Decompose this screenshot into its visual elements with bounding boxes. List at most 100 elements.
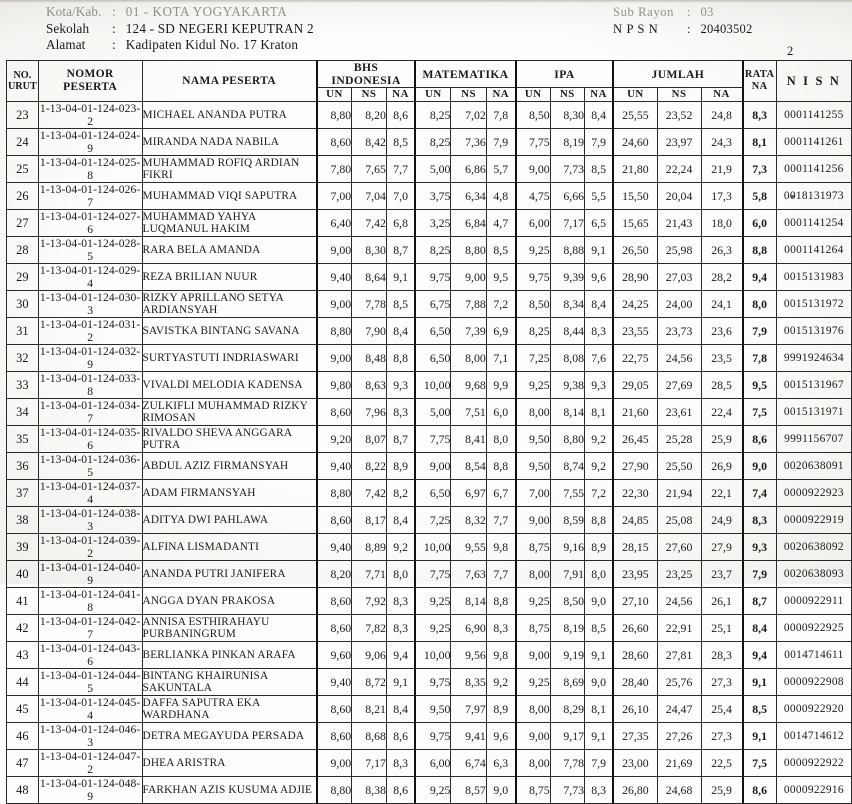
- cell-jumlah-un: 23,95: [612, 560, 658, 588]
- cell-bhs-indonesia-un: 8,60: [315, 128, 353, 156]
- cell-jumlah-ns: 25,50: [656, 452, 702, 480]
- cell-ipa-un: 9,25: [514, 236, 551, 264]
- th-no-urut: NO. URUT: [6, 60, 39, 102]
- header-right-block: Sub Rayon:03 N P S N:20403502: [613, 4, 752, 37]
- cell-ipa-un: 9,25: [514, 668, 551, 696]
- cell-ipa-ns: 8,30: [549, 101, 586, 129]
- cell-rata-na: 8,4: [741, 614, 777, 642]
- cell-ipa-na: 8,4: [584, 101, 614, 129]
- cell-bhs-indonesia-un: 8,60: [315, 506, 353, 534]
- cell-rata-na: 9,4: [741, 641, 777, 669]
- cell-nama-peserta: ADAM FIRMANSYAH: [141, 479, 318, 507]
- cell-bhs-indonesia-ns: 8,17: [351, 506, 387, 534]
- cell-no-urut: 31: [6, 317, 39, 345]
- cell-bhs-indonesia-na: 9,2: [385, 533, 416, 561]
- cell-matematika-ns: 8,54: [450, 452, 487, 480]
- cell-nisn: 0001141264: [775, 236, 852, 264]
- table-row: 30 1-13-04-01-124-030-3 RIZKY APRILLANO SE…: [6, 290, 852, 318]
- cell-matematika-ns: 9,56: [450, 641, 487, 669]
- cell-nisn: 0000922916: [775, 776, 852, 804]
- cell-bhs-indonesia-ns: 8,72: [351, 668, 387, 696]
- cell-matematika-ns: 7,36: [450, 128, 487, 156]
- cell-ipa-na: 8,4: [584, 290, 614, 318]
- cell-matematika-un: 7,25: [414, 506, 452, 534]
- cell-matematika-ns: 8,32: [450, 506, 487, 534]
- cell-jumlah-ns: 23,25: [656, 560, 702, 588]
- cell-bhs-indonesia-un: 9,00: [315, 749, 353, 777]
- header-alamat-value: Kadipaten Kidul No. 17 Kraton: [125, 37, 299, 53]
- cell-matematika-na: 7,9: [485, 128, 517, 156]
- table-row: 37 1-13-04-01-124-037-4 ADAM FIRMANSYAH 8,8…: [6, 479, 852, 507]
- cell-jumlah-na: 27,3: [700, 722, 744, 750]
- cell-jumlah-un: 25,55: [612, 101, 658, 129]
- cell-ipa-na: 8,1: [584, 695, 614, 723]
- header-kota-label: Kota/Kab.: [46, 4, 102, 19]
- cell-no-urut: 34: [6, 398, 39, 426]
- cell-ipa-na: 9,0: [584, 587, 614, 615]
- cell-nomor-peserta: 1-13-04-01-124-035-6: [37, 425, 143, 453]
- cell-rata-na: 9,1: [741, 668, 777, 696]
- cell-bhs-indonesia-na: 8,2: [385, 479, 416, 507]
- cell-ipa-ns: 7,91: [549, 560, 586, 588]
- cell-no-urut: 23: [6, 101, 39, 129]
- cell-bhs-indonesia-un: 8,60: [315, 587, 353, 615]
- cell-nomor-peserta: 1-13-04-01-124-042-7: [37, 614, 143, 642]
- cell-nomor-peserta: 1-13-04-01-124-036-5: [37, 452, 143, 480]
- cell-matematika-na: 7,2: [485, 290, 517, 318]
- cell-jumlah-ns: 27,81: [656, 641, 702, 669]
- cell-matematika-ns: 7,88: [450, 290, 487, 318]
- cell-matematika-na: 9,8: [485, 641, 517, 669]
- cell-bhs-indonesia-ns: 8,21: [351, 695, 387, 723]
- cell-ipa-un: 9,25: [514, 371, 551, 399]
- cell-bhs-indonesia-na: 7,7: [385, 155, 416, 183]
- cell-matematika-na: 8,8: [485, 587, 517, 615]
- cell-bhs-indonesia-ns: 8,68: [351, 722, 387, 750]
- cell-jumlah-un: 15,65: [612, 209, 658, 237]
- header-sekolah-label: Sekolah: [46, 20, 90, 36]
- cell-matematika-na: 7,7: [485, 506, 517, 534]
- cell-nomor-peserta: 1-13-04-01-124-046-3: [37, 722, 143, 750]
- th-no-urut-line1: NO.: [13, 69, 32, 81]
- cell-rata-na: 8,3: [741, 101, 777, 129]
- header-kota-row: Kota/Kab.:01 - KOTA YOGYAKARTA: [46, 4, 314, 21]
- cell-matematika-ns: 9,68: [450, 371, 487, 399]
- cell-nama-peserta: ABDUL AZIZ FIRMANSYAH: [141, 452, 318, 480]
- cell-bhs-indonesia-un: 9,40: [315, 263, 353, 291]
- cell-ipa-un: 8,75: [514, 614, 551, 642]
- cell-rata-na: 7,3: [741, 155, 777, 183]
- cell-nama-peserta: VIVALDI MELODIA KADENSA: [141, 371, 318, 399]
- cell-matematika-ns: 7,63: [450, 560, 487, 588]
- cell-matematika-un: 10,00: [414, 533, 452, 561]
- cell-jumlah-ns: 24,56: [656, 344, 702, 372]
- cell-nomor-peserta: 1-13-04-01-124-037-4: [37, 479, 143, 507]
- cell-bhs-indonesia-na: 8,3: [385, 614, 416, 642]
- cell-ipa-ns: 7,55: [549, 479, 586, 507]
- cell-bhs-indonesia-na: 9,4: [385, 641, 416, 669]
- cell-rata-na: 8,1: [741, 128, 777, 156]
- cell-bhs-indonesia-ns: 7,78: [351, 290, 387, 318]
- cell-bhs-indonesia-un: 9,60: [315, 641, 353, 669]
- th-bi-un: UN: [315, 87, 353, 102]
- cell-ipa-un: 8,25: [514, 317, 551, 345]
- cell-nomor-peserta: 1-13-04-01-124-045-4: [37, 695, 143, 723]
- header-subrayon-value: 03: [700, 5, 714, 19]
- th-mtk-na: NA: [485, 87, 517, 102]
- table-row: 39 1-13-04-01-124-039-2 ALFINA LISMADANTI 9…: [6, 533, 852, 561]
- cell-jumlah-ns: 24,00: [656, 290, 702, 318]
- header-sekolah-value: 124 - SD NEGERI KEPUTRAN 2: [125, 20, 314, 36]
- cell-matematika-un: 5,00: [414, 155, 452, 183]
- cell-jumlah-na: 28,5: [700, 371, 744, 399]
- cell-matematika-na: 8,3: [485, 614, 517, 642]
- cell-nisn: 0000922923: [775, 479, 852, 507]
- cell-nama-peserta: ANGGA DYAN PRAKOSA: [141, 587, 318, 615]
- cell-ipa-ns: 9,39: [549, 263, 586, 291]
- cell-ipa-na: 9,0: [584, 668, 614, 696]
- table-row: 45 1-13-04-01-124-045-4 DAFFA SAPUTRA EKA …: [6, 695, 852, 723]
- cell-jumlah-na: 25,1: [700, 614, 744, 642]
- cell-jumlah-ns: 20,04: [656, 182, 702, 210]
- cell-rata-na: 8,6: [741, 425, 777, 453]
- cell-bhs-indonesia-na: 8,7: [385, 425, 416, 453]
- cell-rata-na: 6,0: [741, 209, 777, 237]
- cell-ipa-ns: 8,14: [549, 398, 586, 426]
- cell-nomor-peserta: 1-13-04-01-124-047-2: [37, 749, 143, 777]
